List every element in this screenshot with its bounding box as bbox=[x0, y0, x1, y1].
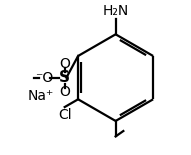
Text: O: O bbox=[59, 57, 70, 71]
Text: O: O bbox=[59, 85, 70, 99]
Text: Cl: Cl bbox=[58, 108, 71, 122]
Text: Na⁺: Na⁺ bbox=[28, 89, 54, 103]
Text: ⁻O: ⁻O bbox=[35, 71, 53, 85]
Text: H₂N: H₂N bbox=[103, 4, 129, 18]
Text: S: S bbox=[59, 70, 70, 85]
